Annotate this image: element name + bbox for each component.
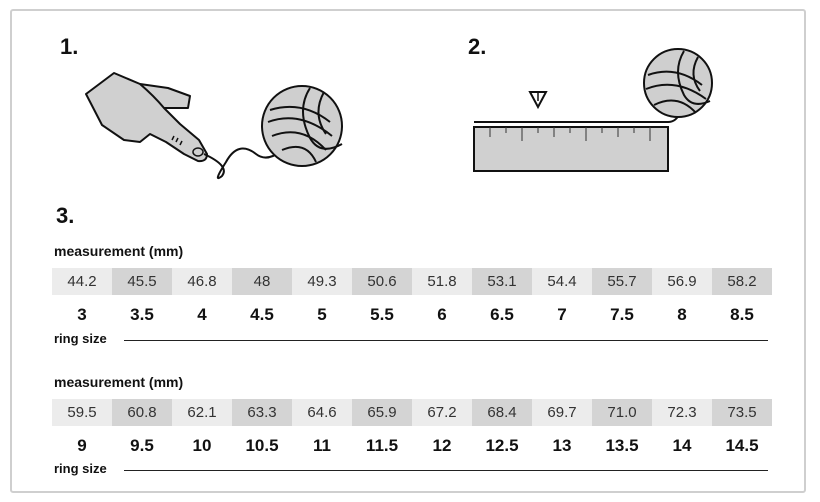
table-2-ring-size-label: ring size: [54, 461, 107, 476]
ring-size-cell: 10: [192, 436, 212, 455]
step-1-illustration: [85, 72, 343, 180]
measurement-cell: 71.0: [592, 399, 652, 426]
ring-size-cell: 13: [552, 436, 572, 455]
measurement-cell: 69.7: [532, 399, 592, 426]
ring-size-cell: 3: [77, 305, 87, 324]
ring-size-cell: 11: [313, 436, 331, 455]
measurement-cell: 65.9: [352, 399, 412, 426]
table-2-rule: [124, 470, 768, 471]
ring-size-cell: 12.5: [485, 436, 519, 455]
thread-icon: [203, 147, 281, 180]
yarn-ball-icon: [643, 48, 713, 118]
ring-size-cell: 7.5: [610, 305, 634, 324]
table-1-caption: measurement (mm): [54, 243, 184, 259]
measurement-cell: 64.6: [292, 399, 352, 426]
step-2-label: 2.: [468, 34, 487, 59]
ring-size-cell: 9.5: [130, 436, 154, 455]
table-2-size-row: 9 9.5 10 10.5 11 11.5 12 12.5 13 13.5 14 14.5: [52, 436, 772, 456]
ring-size-cell: 4.5: [250, 305, 274, 324]
step-2-illustration: [473, 48, 713, 172]
ring-size-cell: 12: [432, 436, 452, 455]
measurement-cell: 46.8: [172, 268, 232, 295]
ring-size-cell: 13.5: [605, 436, 639, 455]
ring-size-cell: 6: [437, 305, 447, 324]
measurement-cell: 73.5: [712, 399, 772, 426]
table-1-size-row: 3 3.5 4 4.5 5 5.5 6 6.5 7 7.5 8 8.5: [52, 305, 772, 325]
ruler-icon: [473, 126, 669, 172]
pointing-hand-icon: [85, 72, 208, 163]
measurement-cell: 53.1: [472, 268, 532, 295]
measurement-cell: 54.4: [532, 268, 592, 295]
measurement-cell: 45.5: [112, 268, 172, 295]
measurement-cell: 50.6: [352, 268, 412, 295]
table-2-measurement-row: 59.5 60.8 62.1 63.3 64.6 65.9 67.2 68.4 69.7 71.0…: [52, 399, 772, 426]
measurement-cell: 72.3: [652, 399, 712, 426]
measurement-cell: 67.2: [412, 399, 472, 426]
measurement-cell: 49.3: [292, 268, 352, 295]
ring-size-cell: 10.5: [245, 436, 279, 455]
ring-size-cell: 11.5: [365, 436, 399, 455]
ring-size-cell: 4: [197, 305, 207, 324]
measurement-cell: 59.5: [52, 399, 112, 426]
measurement-cell: 56.9: [652, 268, 712, 295]
measurement-cell: 44.2: [52, 268, 112, 295]
ring-size-cell: 9: [77, 436, 87, 455]
measurement-cell: 48: [232, 268, 292, 295]
ring-size-cell: 14.5: [725, 436, 759, 455]
ring-size-cell: 7: [557, 305, 567, 324]
marker-arrow-icon: [528, 91, 548, 110]
ring-size-cell: 3.5: [130, 305, 154, 324]
measurement-cell: 58.2: [712, 268, 772, 295]
measurement-cell: 62.1: [172, 399, 232, 426]
table-1-measurement-row: 44.2 45.5 46.8 48 49.3 50.6 51.8 53.1 54.4 55.7 56…: [52, 268, 772, 295]
step-3-label: 3.: [56, 203, 75, 228]
measurement-cell: 60.8: [112, 399, 172, 426]
ring-size-cell: 14: [672, 436, 692, 455]
ring-size-cell: 8.5: [730, 305, 754, 324]
measurement-cell: 63.3: [232, 399, 292, 426]
measurement-cell: 55.7: [592, 268, 652, 295]
ring-size-cell: 6.5: [490, 305, 514, 324]
measurement-cell: 68.4: [472, 399, 532, 426]
table-2-caption: measurement (mm): [54, 374, 184, 390]
table-1-rule: [124, 340, 768, 341]
step-1-label: 1.: [60, 34, 79, 59]
ring-size-cell: 5: [317, 305, 327, 324]
table-1-ring-size-label: ring size: [54, 331, 107, 346]
yarn-ball-icon: [261, 85, 343, 167]
ring-size-cell: 5.5: [370, 305, 394, 324]
ring-size-cell: 8: [677, 305, 687, 324]
measurement-cell: 51.8: [412, 268, 472, 295]
